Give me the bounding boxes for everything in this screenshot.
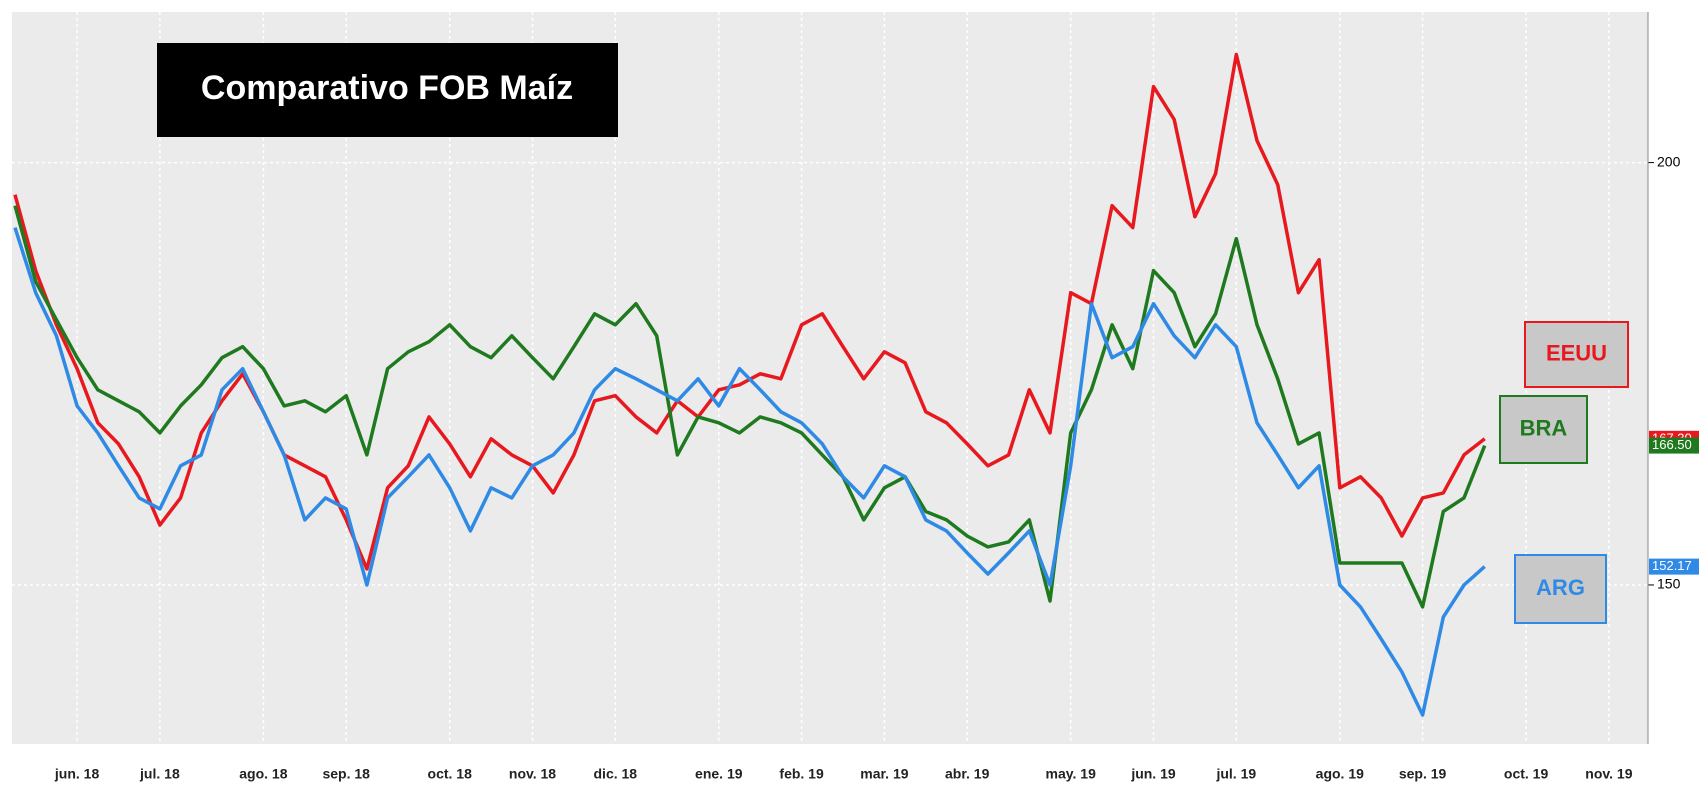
x-tick-label: oct. 19: [1504, 766, 1549, 782]
legend-box: [1499, 395, 1588, 464]
x-tick-label: jul. 18: [139, 766, 180, 782]
legend-box: [1514, 554, 1607, 624]
x-tick-label: dic. 18: [594, 766, 638, 782]
legend-label: EEUU: [1546, 340, 1607, 365]
last-value-label: 166.50: [1652, 437, 1692, 452]
y-tick-label: 150: [1657, 576, 1681, 592]
last-value-box: [1649, 558, 1699, 575]
x-tick-label: mar. 19: [860, 766, 908, 782]
x-tick-label: ene. 19: [695, 766, 743, 782]
series-line: [13, 227, 1486, 717]
x-tick-label: feb. 19: [779, 766, 824, 782]
x-tick-label: jun. 19: [1130, 766, 1176, 782]
x-tick-label: abr. 19: [945, 766, 990, 782]
lines: [13, 52, 1487, 717]
grid: [12, 12, 1648, 744]
legend-label: BRA: [1520, 415, 1568, 440]
foreground: 150 200 jun. 18 jul. 18 ago. 18 sep. 18 oct. 1…: [54, 12, 1699, 782]
legend-box: [1524, 321, 1629, 388]
chart-title: Comparativo FOB Maíz: [201, 69, 573, 107]
x-tick-label: sep. 19: [1399, 766, 1447, 782]
title-box: [157, 43, 618, 137]
last-value-box: [1649, 437, 1699, 454]
x-tick-label: sep. 18: [322, 766, 370, 782]
x-tick-label: jul. 19: [1215, 766, 1256, 782]
x-tick-label: nov. 19: [1585, 766, 1632, 782]
x-tick-label: ago. 19: [1316, 766, 1364, 782]
last-value-label: 152.17: [1652, 558, 1692, 573]
x-tick-label: nov. 18: [509, 766, 556, 782]
x-tick-label: may. 19: [1046, 766, 1097, 782]
x-tick-label: jun. 18: [54, 766, 100, 782]
legend-label: ARG: [1536, 575, 1585, 600]
x-tick-label: oct. 18: [428, 766, 473, 782]
y-tick-label: 200: [1657, 153, 1681, 169]
series-line: [13, 205, 1487, 609]
x-tick-label: ago. 18: [239, 766, 287, 782]
